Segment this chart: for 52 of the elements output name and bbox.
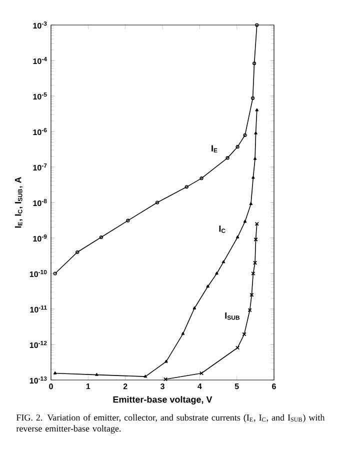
point bbox=[252, 176, 255, 179]
point bbox=[76, 250, 80, 254]
point bbox=[184, 185, 188, 189]
x-tick-label: 6 bbox=[272, 384, 276, 390]
y-tick-label: 10$^{-4}$ bbox=[33, 57, 47, 64]
point bbox=[155, 200, 160, 204]
series-label: I$_{SUB}$ bbox=[225, 312, 240, 320]
point bbox=[242, 332, 246, 336]
x-tick-label: 0 bbox=[49, 384, 53, 390]
series-label: I$_{C}$ bbox=[219, 226, 226, 233]
x-tick-label: 3 bbox=[160, 384, 164, 390]
x-tick-label: 2 bbox=[123, 384, 128, 390]
point bbox=[164, 360, 168, 363]
point bbox=[215, 272, 218, 275]
point bbox=[222, 260, 226, 264]
point bbox=[253, 157, 257, 160]
point bbox=[243, 133, 247, 137]
point bbox=[200, 176, 204, 180]
point bbox=[144, 374, 148, 378]
point bbox=[226, 156, 230, 160]
y-axis-title: I$_{E}$, I$_{C}$, I$_{SUB}$, A bbox=[14, 177, 23, 228]
x-axis-title: Emitter-base voltage, V bbox=[113, 396, 212, 405]
x-tick-label: 4 bbox=[198, 384, 202, 390]
series-label: I$_{E}$ bbox=[212, 145, 218, 152]
point bbox=[99, 235, 103, 240]
point bbox=[254, 132, 258, 134]
y-tick-label: 10$^{-11}$ bbox=[30, 305, 47, 313]
y-tick-label: 10$^{-12}$ bbox=[30, 340, 47, 348]
point bbox=[181, 332, 185, 335]
point bbox=[252, 62, 256, 66]
y-tick-label: 10$^{-5}$ bbox=[33, 92, 47, 100]
y-tick-label: 10$^{-8}$ bbox=[33, 198, 47, 206]
point bbox=[251, 96, 255, 100]
point bbox=[126, 218, 130, 222]
y-tick-label: 10$^{-3}$ bbox=[33, 21, 47, 29]
point bbox=[192, 306, 196, 310]
y-tick-label: 10$^{-6}$ bbox=[33, 128, 47, 136]
x-tick-label: 1 bbox=[86, 384, 90, 390]
text: FIG. 2. Variation of emitter, collector, and substrate currents (I$_{E}$, I$_{C}$, and I$_{SUB}$) with reverse emitter-base voltage. bbox=[16, 414, 325, 434]
point bbox=[236, 145, 240, 149]
point bbox=[236, 235, 240, 238]
point bbox=[206, 284, 210, 288]
y-tick-label: 10$^{-13}$ bbox=[30, 376, 47, 384]
point bbox=[243, 220, 247, 223]
point bbox=[255, 108, 259, 112]
point bbox=[249, 202, 253, 206]
y-tick-label: 10$^{-10}$ bbox=[30, 270, 47, 278]
y-tick-label: 10$^{-9}$ bbox=[33, 234, 47, 242]
y-tick-label: 10$^{-7}$ bbox=[33, 163, 47, 171]
x-tick-label: 5 bbox=[234, 384, 239, 390]
point bbox=[95, 373, 98, 376]
point bbox=[53, 371, 57, 374]
